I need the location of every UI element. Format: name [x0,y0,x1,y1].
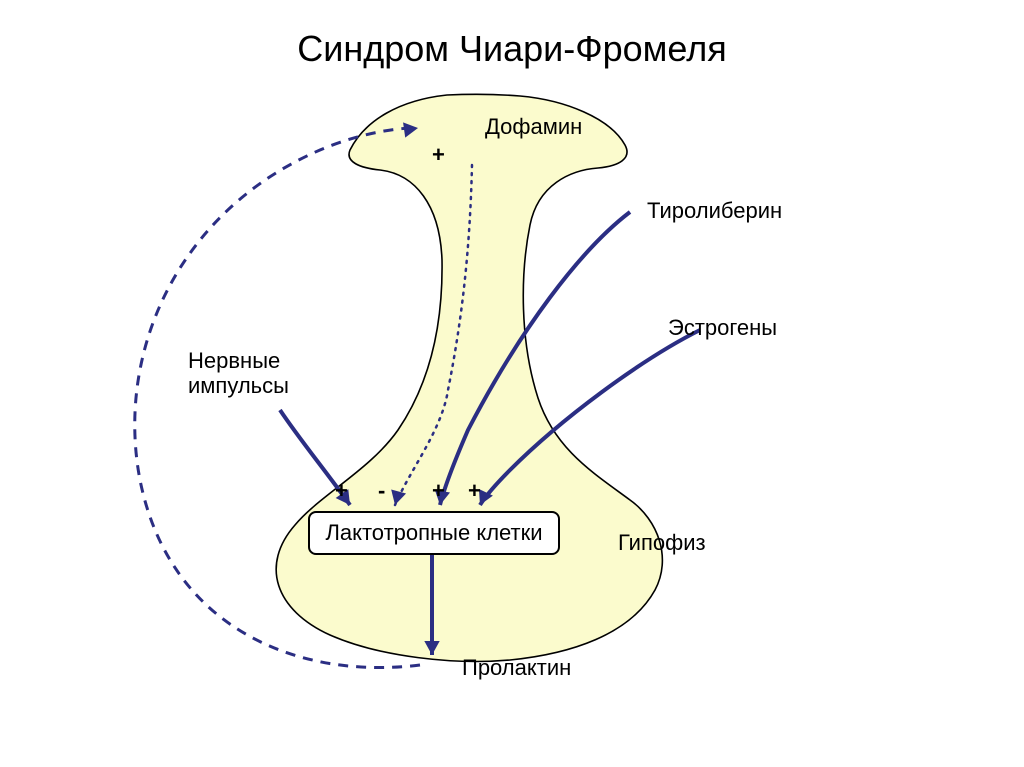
sign-thyroliberin: + [432,478,445,504]
label-prolactin: Пролактин [462,655,571,680]
sign-nerve: + [335,478,348,504]
organ-shape [276,94,662,661]
label-pituitary: Гипофиз [618,530,706,555]
lactotroph-cells-box: Лактотропные клетки [308,511,560,555]
label-thyroliberin: Тиролиберин [647,198,782,223]
sign-dopamine: - [378,478,385,504]
label-nerve-impulses: Нервные импульсы [188,348,289,399]
label-dopamine: Дофамин [485,114,582,139]
lactotroph-cells-label: Лактотропные клетки [325,520,542,546]
sign-estrogens: + [468,478,481,504]
diagram-stage: Синдром Чиари-Фромеля Лактотропные клетк… [0,0,1024,767]
label-estrogens: Эстрогены [668,315,777,340]
sign-feedback: + [432,142,445,168]
